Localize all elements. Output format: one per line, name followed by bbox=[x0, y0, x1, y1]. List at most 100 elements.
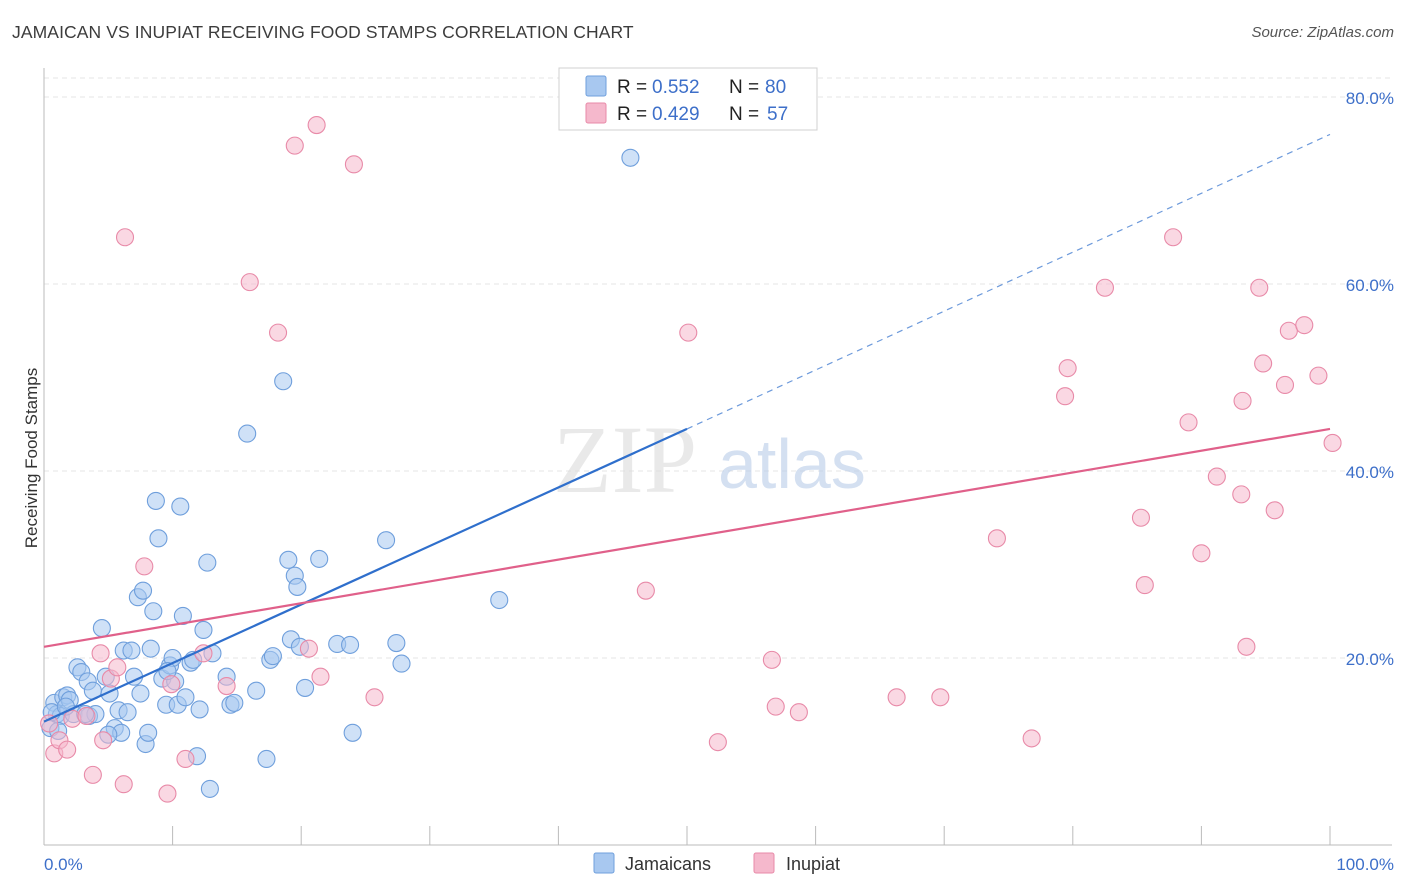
jamaican-point-30 bbox=[144, 602, 163, 621]
inupiat-point-6 bbox=[83, 765, 102, 784]
legend-r-value-1: 0.552 bbox=[652, 77, 700, 98]
jamaican-point-69 bbox=[377, 531, 396, 550]
inupiat-point-37 bbox=[1056, 387, 1075, 406]
jamaican-point-25 bbox=[131, 684, 150, 703]
jamaican-point-72 bbox=[490, 590, 509, 610]
source-credit: Source: ZipAtlas.com bbox=[1251, 24, 1394, 41]
jamaican-point-14 bbox=[92, 619, 111, 638]
tick-labels: 20.0% 40.0% 60.0% 80.0% 0.0% 100.0% bbox=[44, 89, 1394, 874]
jamaican-point-47 bbox=[198, 553, 217, 572]
inupiat-point-53 bbox=[1279, 321, 1298, 340]
chart-title: JAMAICAN VS INUPIAT RECEIVING FOOD STAMP… bbox=[12, 22, 634, 42]
inupiat-trend-line bbox=[43, 427, 1331, 648]
legend-n-value-2: 57 bbox=[767, 104, 788, 125]
watermark: ZIP atlas bbox=[553, 406, 866, 513]
inupiat-point-35 bbox=[987, 529, 1006, 548]
inupiat-point-32 bbox=[789, 703, 808, 722]
inupiat-point-47 bbox=[1233, 391, 1252, 410]
legend-swatch-jamaicans bbox=[585, 75, 607, 97]
inupiat-point-16 bbox=[176, 749, 195, 769]
jamaican-point-40 bbox=[173, 606, 192, 625]
inupiat-point-54 bbox=[1295, 316, 1314, 335]
jamaican-point-53 bbox=[238, 424, 257, 443]
legend-n-value-1: 80 bbox=[765, 77, 786, 98]
jamaican-point-58 bbox=[274, 372, 293, 391]
legend-r-value-2: 0.429 bbox=[652, 104, 700, 125]
inupiat-point-24 bbox=[311, 667, 330, 686]
inupiat-point-29 bbox=[708, 733, 727, 752]
x-tick-label-100: 100.0% bbox=[1336, 855, 1394, 874]
jamaican-point-54 bbox=[247, 681, 266, 700]
inupiat-point-42 bbox=[1164, 228, 1183, 247]
inupiat-point-11 bbox=[114, 775, 133, 794]
y-tick-label-60: 60.0% bbox=[1346, 276, 1394, 295]
x-tick-label-0: 0.0% bbox=[44, 855, 83, 874]
jamaican-point-52 bbox=[225, 693, 244, 712]
inupiat-point-23 bbox=[307, 116, 326, 135]
jamaican-point-26 bbox=[133, 581, 153, 600]
inupiat-point-30 bbox=[762, 650, 781, 669]
inupiat-point-26 bbox=[365, 688, 384, 707]
inupiat-point-38 bbox=[1058, 359, 1077, 378]
inupiat-point-43 bbox=[1179, 413, 1198, 432]
inupiat-point-5 bbox=[77, 706, 96, 726]
jamaican-point-28 bbox=[139, 723, 158, 742]
inupiat-point-48 bbox=[1237, 637, 1256, 656]
inupiat-point-36 bbox=[1022, 729, 1041, 748]
inupiat-point-44 bbox=[1192, 544, 1211, 563]
jamaican-point-68 bbox=[343, 723, 362, 742]
inupiat-point-46 bbox=[1232, 485, 1251, 504]
inupiat-point-49 bbox=[1250, 278, 1269, 297]
inupiat-point-12 bbox=[115, 228, 135, 247]
jamaican-point-70 bbox=[387, 633, 406, 653]
inupiat-point-13 bbox=[135, 557, 154, 576]
inupiat-point-34 bbox=[931, 688, 950, 707]
watermark-atlas: atlas bbox=[718, 425, 866, 503]
trend-lines bbox=[43, 133, 1331, 723]
jamaican-point-65 bbox=[310, 549, 329, 568]
series-jamaicans bbox=[41, 148, 640, 798]
jamaican-point-64 bbox=[296, 678, 315, 697]
jamaican-point-21 bbox=[118, 703, 137, 722]
jamaican-point-59 bbox=[279, 550, 298, 569]
y-tick-label-20: 20.0% bbox=[1346, 650, 1394, 669]
inupiat-point-56 bbox=[1323, 433, 1342, 453]
jamaican-point-39 bbox=[171, 497, 190, 516]
series-inupiat bbox=[40, 116, 1342, 803]
inupiat-point-52 bbox=[1275, 375, 1295, 395]
jamaicans-trend-extension bbox=[686, 133, 1331, 430]
legend-r-label-2: R = bbox=[617, 104, 647, 125]
inupiat-point-41 bbox=[1135, 576, 1154, 595]
jamaicans-trend-line bbox=[43, 427, 688, 723]
inupiat-point-8 bbox=[94, 731, 113, 750]
jamaican-point-57 bbox=[263, 647, 282, 666]
inupiat-point-19 bbox=[240, 273, 259, 292]
inupiat-point-15 bbox=[162, 675, 181, 694]
watermark-zip: ZIP bbox=[553, 406, 697, 513]
inupiat-point-22 bbox=[299, 639, 318, 658]
inupiat-point-20 bbox=[269, 323, 288, 342]
y-tick-label-40: 40.0% bbox=[1346, 463, 1394, 482]
grid-lines bbox=[44, 77, 1392, 659]
jamaican-point-67 bbox=[341, 635, 360, 654]
inupiat-point-50 bbox=[1254, 354, 1273, 373]
jamaican-point-31 bbox=[146, 491, 165, 510]
legend-r-label-1: R = bbox=[617, 77, 647, 98]
inupiat-point-31 bbox=[766, 697, 785, 716]
legend-n-label-1: N = bbox=[729, 77, 759, 98]
jamaican-point-29 bbox=[141, 639, 160, 658]
inupiat-point-27 bbox=[636, 581, 655, 600]
jamaican-point-55 bbox=[257, 749, 276, 769]
jamaican-point-32 bbox=[149, 529, 168, 548]
inupiat-point-3 bbox=[58, 740, 77, 759]
inupiat-point-51 bbox=[1265, 501, 1284, 520]
inupiat-point-14 bbox=[158, 784, 177, 803]
jamaican-point-73 bbox=[621, 148, 640, 167]
inupiat-point-21 bbox=[285, 136, 304, 155]
inupiat-point-0 bbox=[40, 714, 59, 733]
inupiat-point-45 bbox=[1207, 467, 1226, 486]
inupiat-point-33 bbox=[887, 688, 906, 707]
bottom-legend-label-inupiat: Inupiat bbox=[786, 854, 840, 874]
legend-swatch-inupiat bbox=[585, 102, 607, 124]
inupiat-point-10 bbox=[108, 658, 127, 677]
